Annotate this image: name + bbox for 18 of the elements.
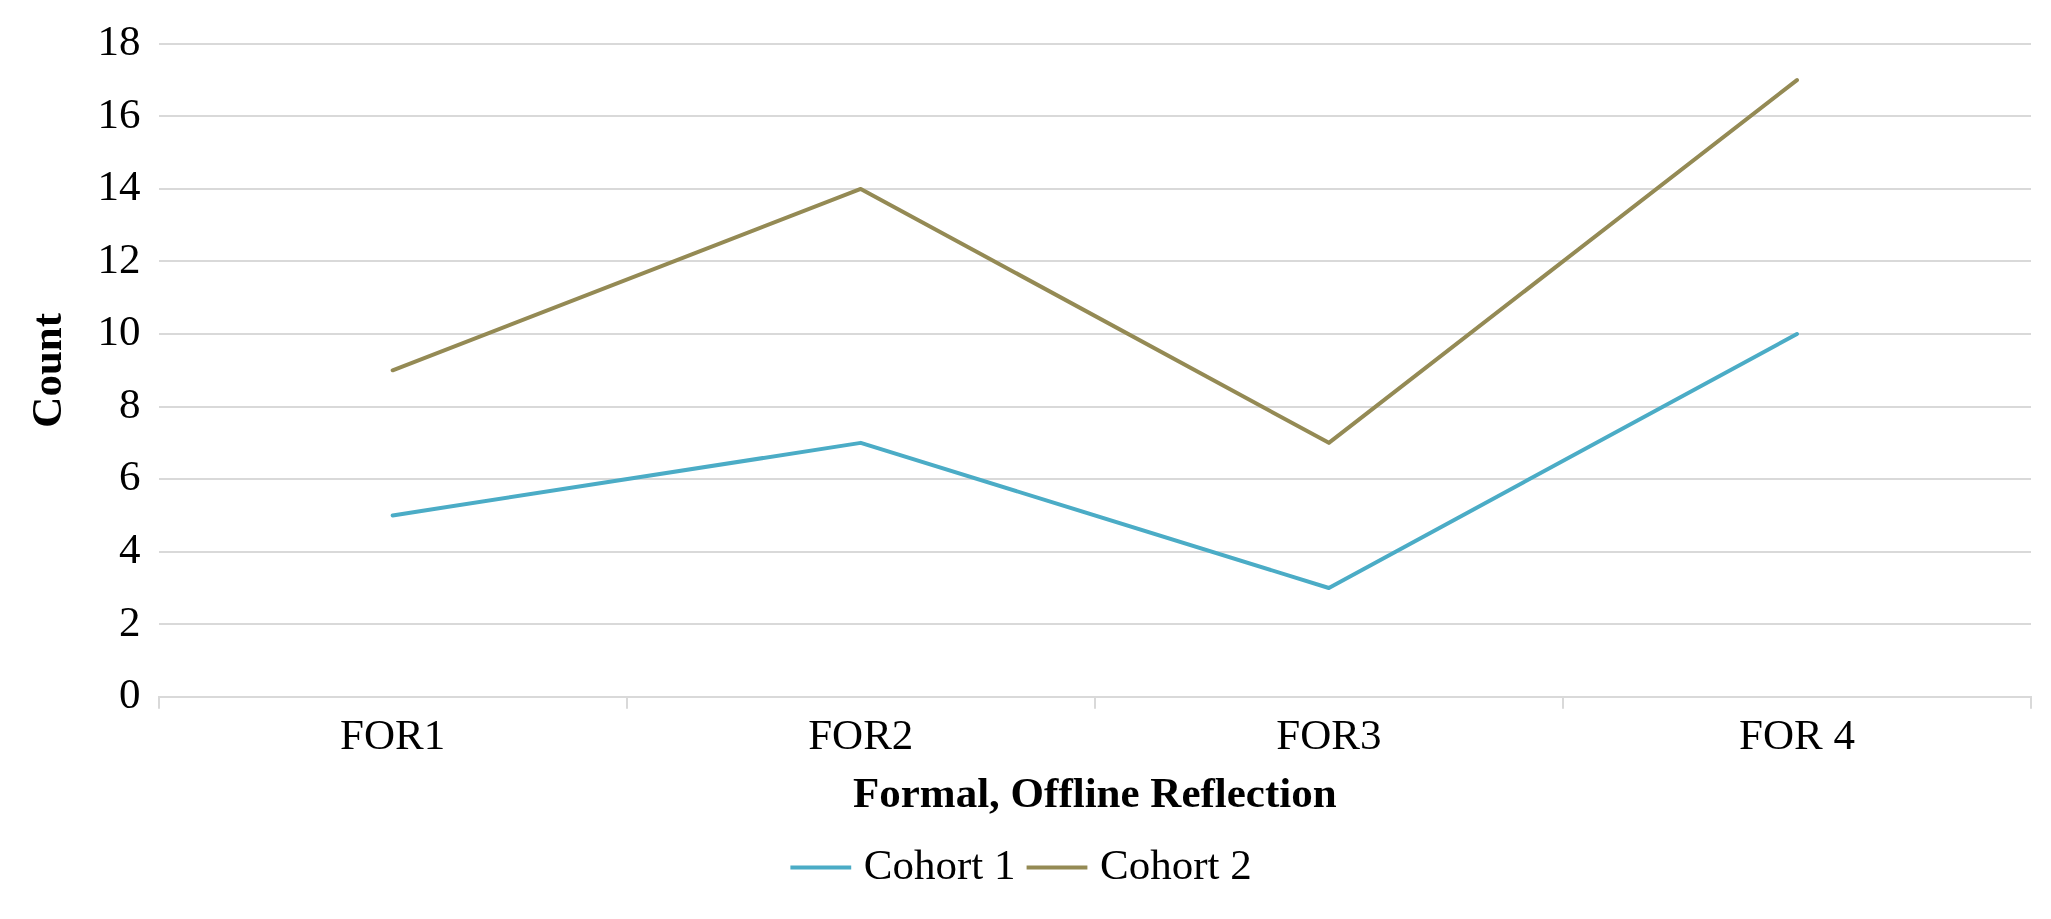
x-tick-label: FOR 4 [1739, 710, 1855, 758]
y-tick-label: 18 [97, 17, 141, 65]
legend-label: Cohort 1 [863, 840, 1016, 888]
y-tick-label: 2 [119, 597, 141, 645]
y-axis-title: Count [22, 312, 70, 428]
y-tick-label: 14 [97, 162, 141, 210]
y-tick-label: 12 [97, 234, 141, 282]
legend-label: Cohort 2 [1100, 840, 1252, 888]
y-tick-label: 6 [119, 452, 141, 500]
y-tick-label: 10 [97, 307, 141, 355]
x-axis-title: Formal, Offline Reflection [853, 769, 1337, 817]
x-tick-label: FOR1 [340, 710, 446, 758]
y-tick-label: 16 [97, 89, 141, 137]
x-tick-label: FOR2 [808, 710, 914, 758]
x-tick-label: FOR3 [1276, 710, 1382, 758]
y-tick-label: 4 [119, 524, 141, 572]
y-tick-label: 8 [119, 379, 141, 427]
y-tick-label: 0 [119, 670, 141, 718]
